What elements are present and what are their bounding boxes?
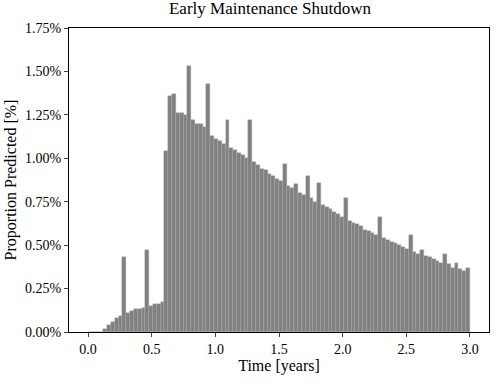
- svg-text:Early Maintenance Shutdown: Early Maintenance Shutdown: [169, 0, 372, 18]
- svg-text:0.0: 0.0: [79, 342, 97, 357]
- svg-text:1.0: 1.0: [207, 342, 225, 357]
- svg-text:2.0: 2.0: [334, 342, 352, 357]
- svg-text:2.5: 2.5: [398, 342, 416, 357]
- svg-text:3.0: 3.0: [461, 342, 479, 357]
- svg-text:1.25%: 1.25%: [25, 108, 62, 123]
- svg-text:1.50%: 1.50%: [25, 64, 62, 79]
- svg-text:0.00%: 0.00%: [25, 325, 62, 340]
- svg-text:0.5: 0.5: [143, 342, 161, 357]
- svg-text:1.75%: 1.75%: [25, 21, 62, 36]
- svg-text:1.00%: 1.00%: [25, 151, 62, 166]
- svg-text:0.25%: 0.25%: [25, 281, 62, 296]
- svg-text:Time [years]: Time [years]: [238, 357, 320, 375]
- svg-text:Proportion Predicted [%]: Proportion Predicted [%]: [2, 100, 20, 261]
- svg-text:1.5: 1.5: [270, 342, 288, 357]
- svg-text:0.50%: 0.50%: [25, 238, 62, 253]
- svg-text:0.75%: 0.75%: [25, 195, 62, 210]
